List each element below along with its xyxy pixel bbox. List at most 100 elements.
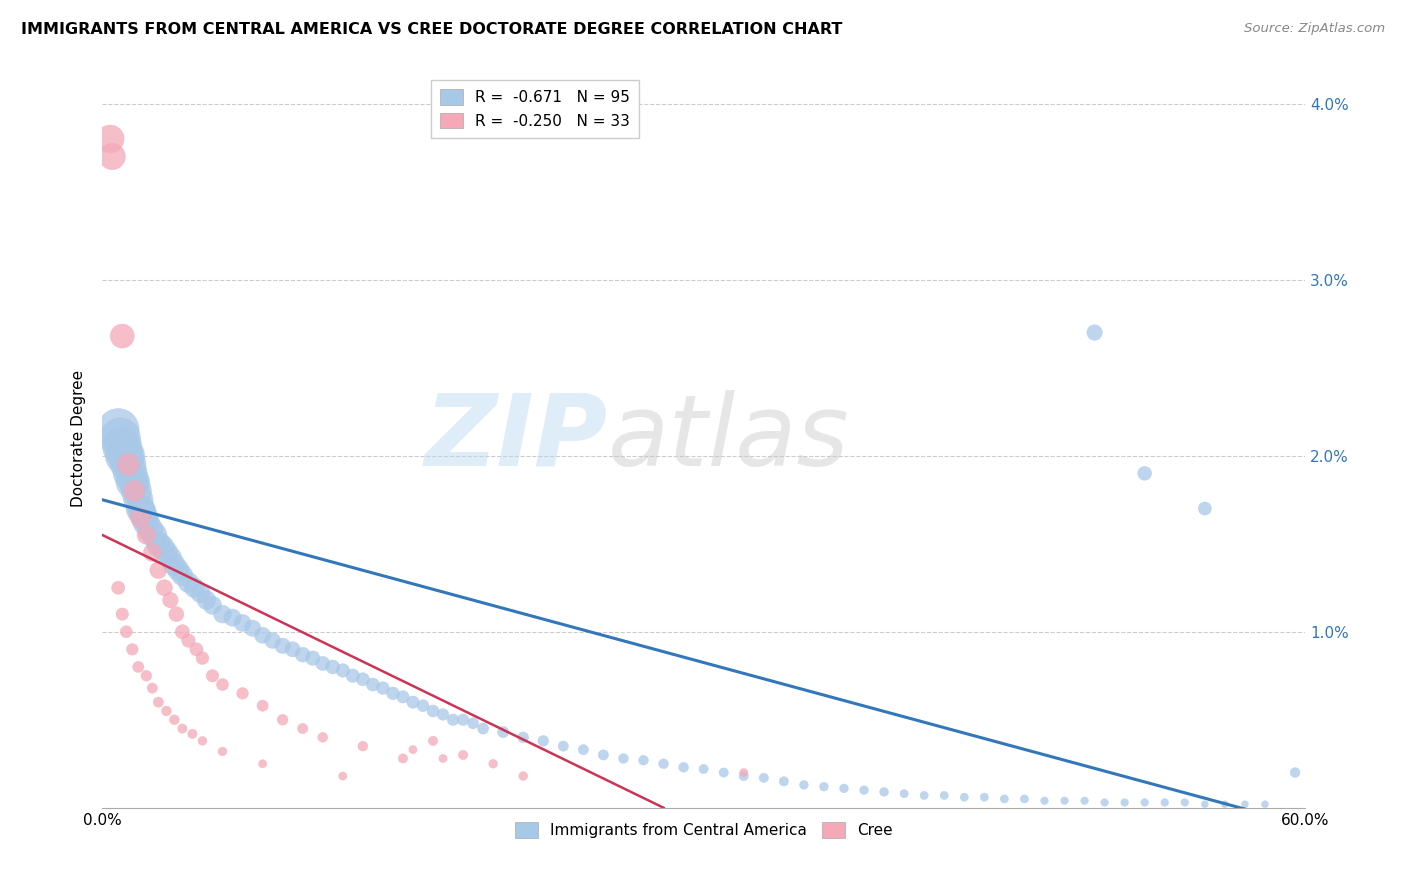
Point	[592, 747, 614, 762]
Point	[172, 568, 194, 582]
Point	[159, 593, 181, 607]
Point	[1233, 797, 1256, 812]
Point	[291, 722, 314, 736]
Text: atlas: atlas	[607, 390, 849, 487]
Point	[392, 690, 415, 704]
Point	[186, 642, 208, 657]
Point	[301, 651, 323, 665]
Point	[312, 657, 335, 671]
Point	[361, 677, 384, 691]
Point	[232, 686, 254, 700]
Point	[352, 739, 374, 753]
Point	[98, 132, 121, 146]
Point	[402, 742, 425, 756]
Point	[1133, 796, 1156, 810]
Point	[1094, 796, 1116, 810]
Point	[107, 422, 129, 436]
Point	[111, 440, 134, 454]
Point	[134, 510, 156, 524]
Point	[432, 751, 454, 765]
Point	[201, 669, 224, 683]
Point	[155, 545, 177, 559]
Point	[153, 581, 176, 595]
Point	[1033, 794, 1056, 808]
Point	[332, 769, 354, 783]
Point	[312, 731, 335, 745]
Point	[110, 431, 132, 445]
Point	[252, 756, 274, 771]
Point	[155, 704, 177, 718]
Text: Source: ZipAtlas.com: Source: ZipAtlas.com	[1244, 22, 1385, 36]
Point	[211, 677, 233, 691]
Point	[531, 734, 554, 748]
Point	[201, 599, 224, 613]
Point	[117, 458, 139, 472]
Point	[124, 475, 146, 490]
Point	[262, 633, 284, 648]
Point	[612, 751, 634, 765]
Point	[1213, 797, 1236, 812]
Point	[117, 458, 139, 472]
Point	[159, 550, 181, 565]
Point	[125, 483, 148, 498]
Point	[1084, 326, 1107, 340]
Point	[115, 449, 138, 463]
Point	[121, 642, 143, 657]
Point	[281, 642, 304, 657]
Point	[111, 607, 134, 621]
Point	[733, 769, 755, 783]
Point	[1053, 794, 1076, 808]
Point	[183, 581, 205, 595]
Point	[873, 785, 896, 799]
Point	[191, 651, 214, 665]
Point	[853, 783, 876, 797]
Legend: Immigrants from Central America, Cree: Immigrants from Central America, Cree	[509, 816, 898, 845]
Point	[512, 769, 534, 783]
Point	[672, 760, 695, 774]
Point	[163, 558, 186, 572]
Point	[211, 607, 233, 621]
Point	[148, 537, 170, 551]
Point	[1073, 794, 1095, 808]
Point	[221, 610, 243, 624]
Point	[177, 633, 200, 648]
Point	[211, 744, 233, 758]
Point	[1284, 765, 1306, 780]
Point	[472, 722, 495, 736]
Point	[1194, 501, 1216, 516]
Point	[150, 541, 173, 555]
Text: ZIP: ZIP	[425, 390, 607, 487]
Point	[752, 771, 775, 785]
Point	[115, 624, 138, 639]
Y-axis label: Doctorate Degree: Doctorate Degree	[72, 369, 86, 507]
Point	[111, 329, 134, 343]
Point	[271, 639, 294, 653]
Point	[112, 449, 135, 463]
Point	[332, 664, 354, 678]
Point	[733, 765, 755, 780]
Point	[572, 742, 595, 756]
Point	[124, 483, 146, 498]
Point	[713, 765, 735, 780]
Point	[167, 563, 190, 577]
Point	[129, 510, 152, 524]
Point	[451, 713, 474, 727]
Point	[143, 528, 166, 542]
Point	[1114, 796, 1136, 810]
Point	[381, 686, 404, 700]
Point	[291, 648, 314, 662]
Point	[652, 756, 675, 771]
Point	[422, 734, 444, 748]
Point	[993, 792, 1015, 806]
Point	[422, 704, 444, 718]
Point	[832, 781, 855, 796]
Point	[181, 727, 204, 741]
Point	[139, 523, 162, 537]
Point	[692, 762, 714, 776]
Point	[148, 695, 170, 709]
Point	[141, 681, 163, 695]
Point	[441, 713, 464, 727]
Point	[271, 713, 294, 727]
Point	[120, 467, 142, 481]
Point	[451, 747, 474, 762]
